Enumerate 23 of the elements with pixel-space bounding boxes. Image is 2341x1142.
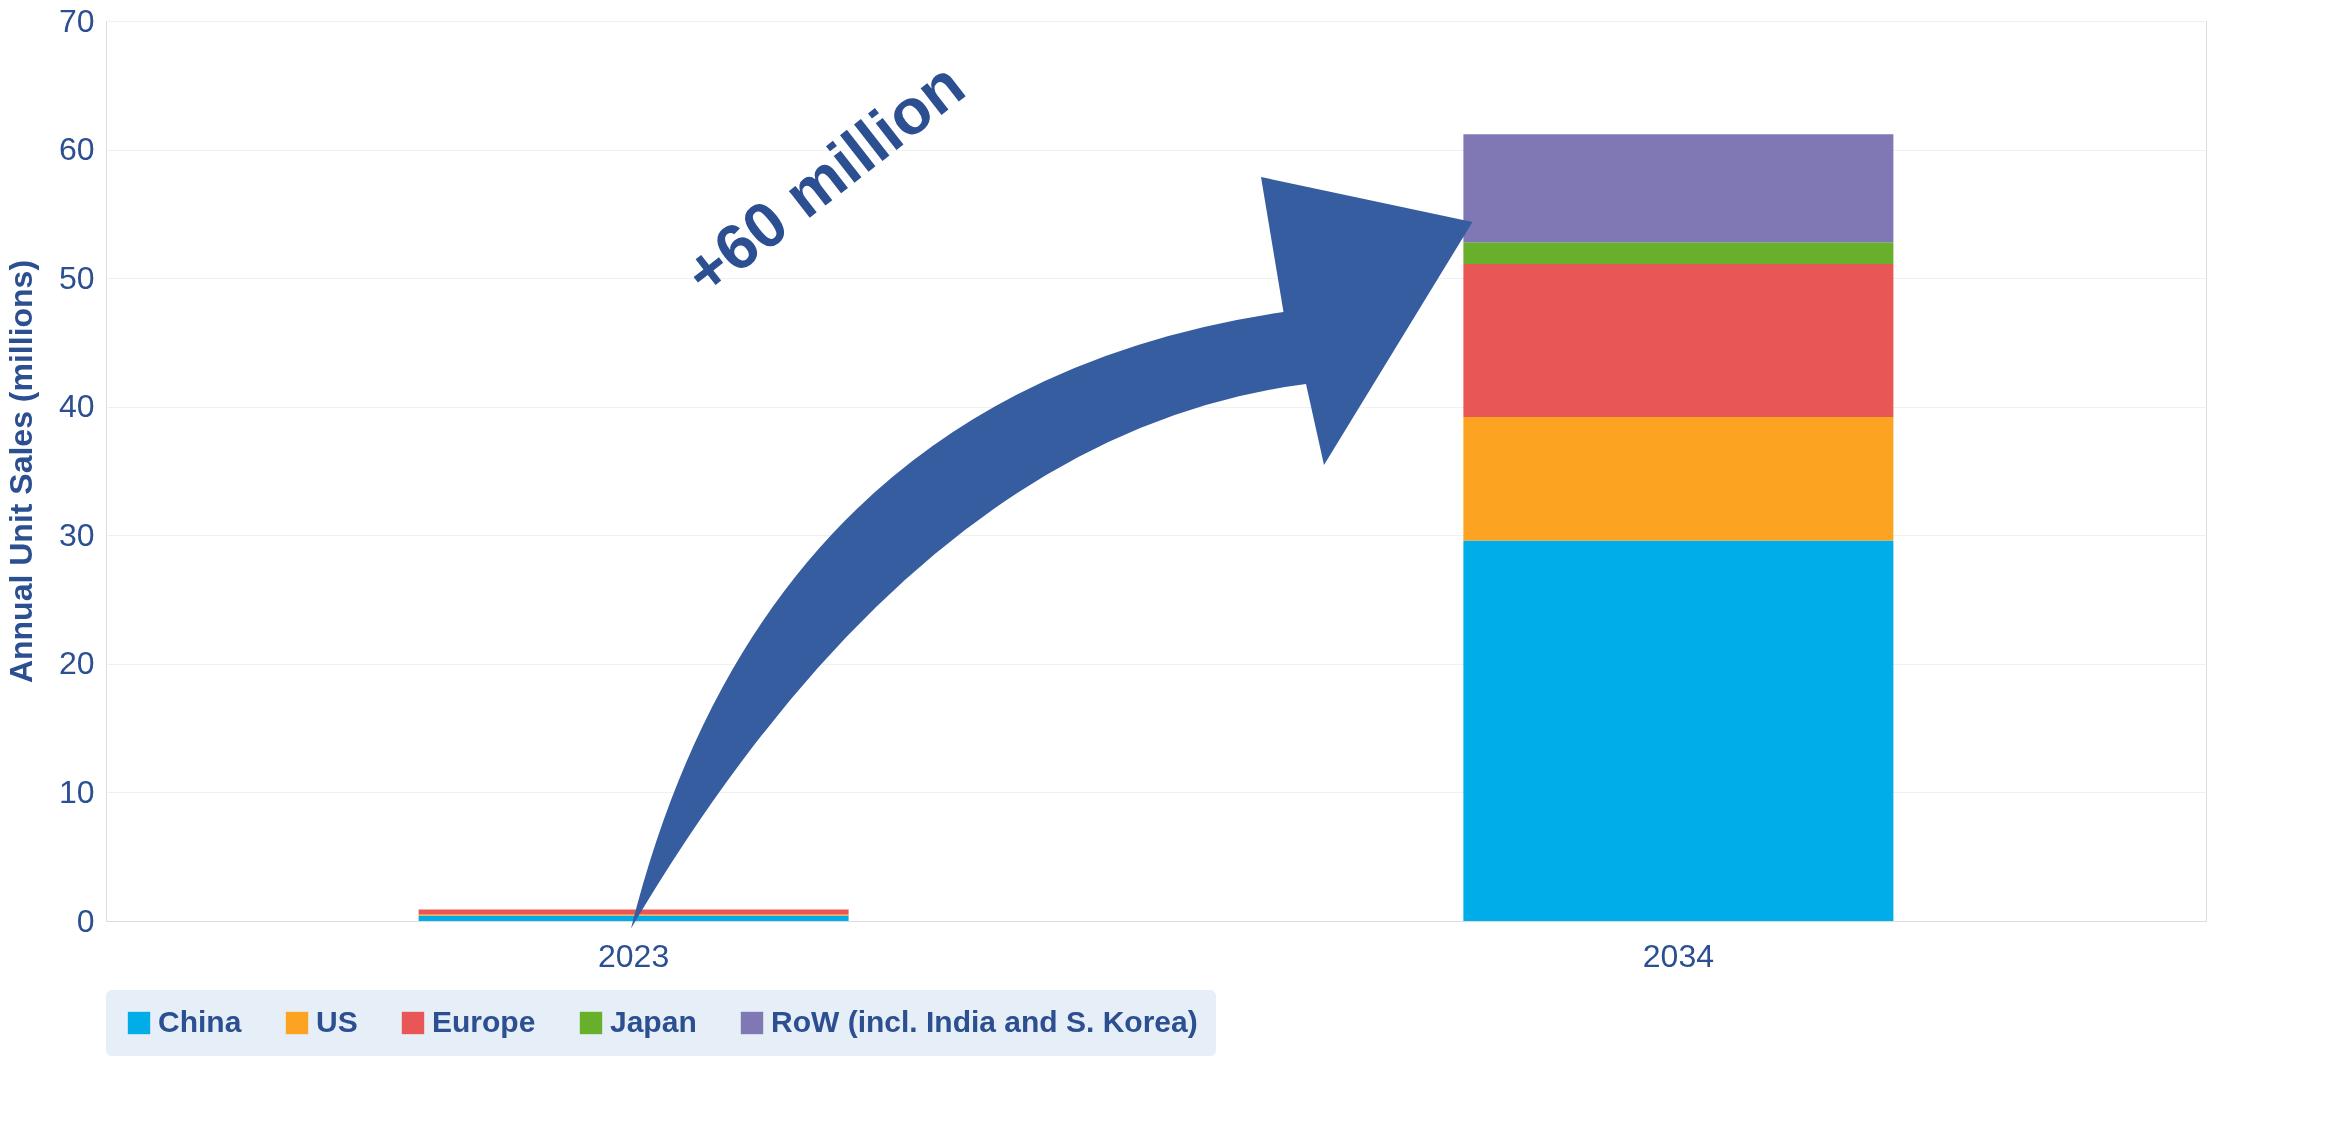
bar xyxy=(1463,242,1894,264)
bar xyxy=(1463,134,1894,243)
bar xyxy=(1463,417,1894,541)
y-tick-label: 60 xyxy=(58,131,95,168)
y-tick-label: 50 xyxy=(58,259,95,296)
bar xyxy=(418,915,849,921)
y-tick-label: 40 xyxy=(58,388,95,425)
legend-label: RoW (incl. India and S. Korea) xyxy=(771,1005,1198,1038)
y-axis-title: Annual Unit Sales (millions) xyxy=(2,259,39,684)
legend-label: Europe xyxy=(432,1005,536,1038)
y-tick-label: 70 xyxy=(58,2,95,39)
x-tick-label: 2034 xyxy=(1642,937,1714,974)
x-tick-label: 2023 xyxy=(598,937,670,974)
legend-label: US xyxy=(316,1005,358,1038)
y-tick-label: 10 xyxy=(58,773,95,810)
legend-label: Japan xyxy=(610,1005,697,1038)
y-tick-label: 0 xyxy=(76,902,95,939)
legend-label: China xyxy=(158,1005,242,1038)
y-tick-label: 20 xyxy=(58,645,95,682)
bar xyxy=(1463,540,1894,921)
bar xyxy=(418,909,849,915)
y-tick-label: 30 xyxy=(58,516,95,553)
bar xyxy=(1463,264,1894,417)
